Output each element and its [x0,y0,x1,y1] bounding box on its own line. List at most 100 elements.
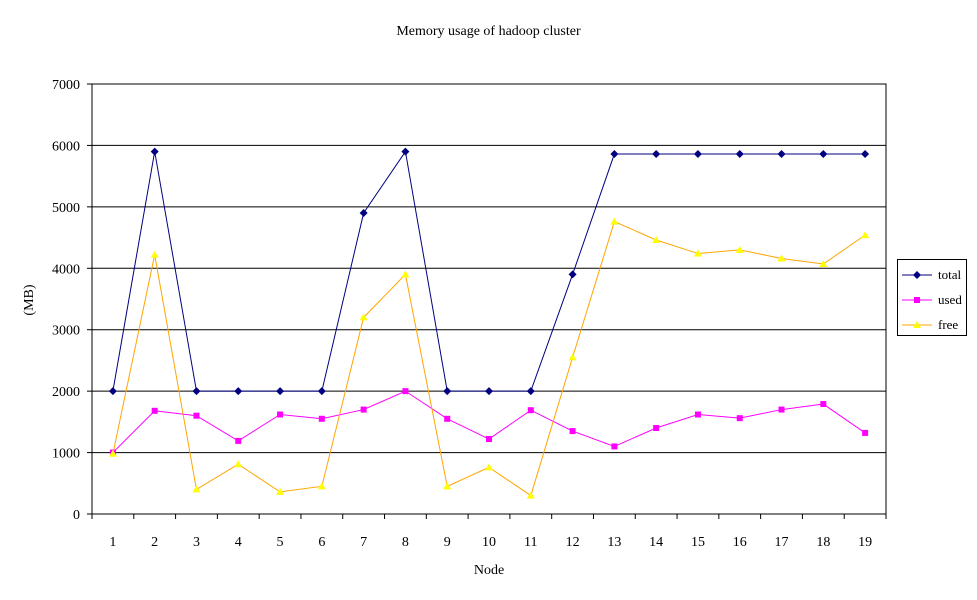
point-total [777,150,786,159]
point-used [193,412,200,419]
point-free [443,482,452,490]
point-used [151,407,158,414]
y-tick-label: 6000 [52,139,80,154]
point-total [401,147,410,156]
x-tick-label: 1 [109,535,116,550]
point-free [108,449,117,457]
y-tick-label: 5000 [52,201,80,216]
y-tick-label: 7000 [52,78,80,93]
x-tick-label: 14 [649,535,663,550]
x-axis-ticks: 1 2 3 4 5 6 7 8 9 10 11 12 13 14 15 16 17 18 19 [91,514,887,550]
point-free [735,245,744,253]
x-tick-label: 7 [360,535,367,550]
point-free [150,250,159,258]
point-free [317,482,326,490]
point-used [569,428,576,435]
point-free [819,259,828,267]
point-free [526,491,535,499]
series-total [108,147,870,396]
point-total [234,387,243,396]
x-tick-label: 15 [691,535,705,550]
point-free [359,313,368,321]
legend-item-used: used [902,291,968,309]
point-free [485,463,493,471]
point-used [486,436,492,443]
y-tick-label: 4000 [52,262,80,277]
point-used [277,411,284,418]
point-used [653,425,660,431]
plot-area [91,83,887,515]
point-used [778,406,785,413]
point-free [610,217,619,225]
point-free [861,231,870,239]
series-line-total [112,150,866,392]
point-used [235,437,242,444]
x-axis-label: Node [473,563,505,578]
point-free [693,249,702,257]
point-total [861,150,870,159]
point-total [568,270,577,279]
point-used [360,406,367,413]
series-layer [108,147,870,499]
y-tick-label: 2000 [52,385,80,400]
series-line-free [112,220,866,497]
x-tick-label: 4 [235,535,242,550]
legend-label-used: used [938,292,962,307]
point-total [819,150,828,159]
point-total [192,387,201,396]
x-tick-label: 12 [566,535,580,550]
legend-marker-total [902,271,932,279]
x-tick-label: 6 [318,535,325,550]
point-used [736,415,743,422]
y-tick-label: 0 [73,508,80,523]
point-free [276,487,285,495]
point-total [443,387,452,396]
x-tick-label: 8 [402,535,409,550]
x-tick-label: 10 [482,535,496,550]
grid-lines [92,144,886,454]
legend-label-free: free [938,317,959,332]
point-used [444,415,451,422]
legend-marker-free [902,321,932,328]
point-total [317,387,326,396]
point-total [108,387,117,396]
series-line-used [112,390,866,453]
x-tick-label: 18 [816,535,830,550]
legend: total used free [897,259,967,336]
legend-item-free: free [902,316,968,334]
x-tick-label: 5 [277,535,284,550]
legend-marker-used [902,297,932,303]
series-used [109,388,869,456]
x-tick-label: 13 [607,535,621,550]
point-free [234,460,243,468]
x-tick-label: 2 [151,535,158,550]
point-used [694,411,701,418]
series-free [108,217,870,499]
point-total [150,147,159,156]
point-used [862,429,869,436]
point-free [568,353,577,361]
point-used [402,388,409,395]
x-tick-label: 19 [858,535,872,550]
x-tick-label: 3 [193,535,200,550]
legend-label-total: total [938,267,962,282]
point-total [526,387,535,396]
y-tick-label: 3000 [52,324,80,339]
point-total [610,150,619,159]
y-axis-ticks: 0 1000 2000 3000 4000 5000 6000 7000 [52,78,92,523]
point-used [318,415,325,422]
point-free [777,254,786,262]
point-total [735,150,744,159]
chart-title: Memory usage of hadoop cluster [396,24,581,39]
point-used [820,401,827,408]
legend-item-total: total [902,266,968,284]
x-tick-label: 9 [444,535,451,550]
point-used [611,443,618,450]
point-used [527,407,534,414]
point-total [276,387,285,396]
point-free [401,270,410,278]
point-total [359,209,368,217]
point-free [192,485,201,493]
point-total [485,387,493,396]
point-total [693,150,702,159]
